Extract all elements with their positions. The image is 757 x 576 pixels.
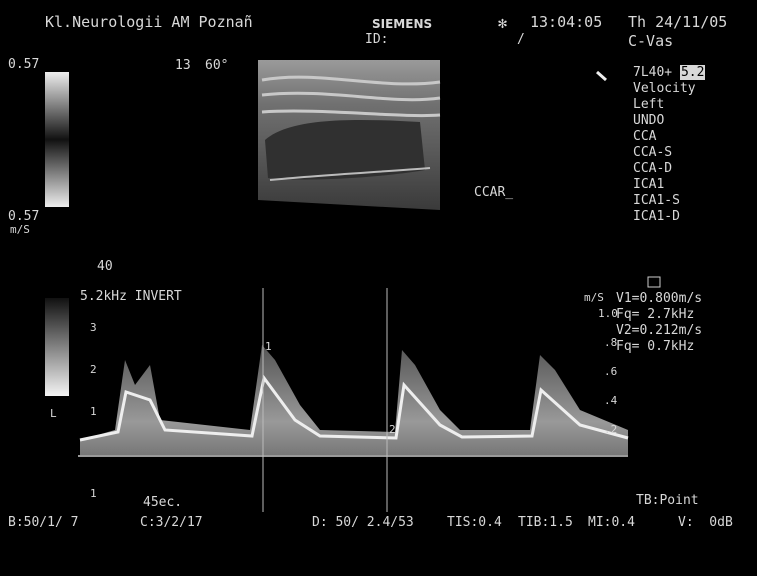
- right-scale-label: .2: [604, 424, 617, 436]
- left-scale-label: L: [50, 408, 57, 420]
- frequency: 5.2: [680, 65, 705, 80]
- sweep: 45ec.: [143, 496, 182, 510]
- depth: 13: [175, 59, 191, 73]
- time: 13:04:05: [530, 15, 602, 29]
- color-bar: [45, 72, 69, 207]
- doppler-spectrum: [80, 345, 628, 455]
- menu-item: ICA1-D: [633, 210, 680, 224]
- gate: 40: [97, 260, 113, 274]
- cursor-label: 1: [265, 341, 272, 353]
- scale-unit: m/S: [10, 224, 30, 236]
- ultrasound-screen: Kl.Neurologii AM Poznañ SIEMENS ID: / ✻ …: [0, 0, 757, 576]
- institution: Kl.Neurologii AM Poznañ: [45, 15, 253, 29]
- measurement: V2=0.212m/s: [616, 324, 702, 338]
- right-unit: m/S: [584, 292, 604, 304]
- date: Th 24/11/05: [628, 15, 727, 29]
- measurement: Fq= 0.7kHz: [616, 340, 694, 354]
- menu-item: UNDO: [633, 114, 664, 128]
- footer-c: C:3/2/17: [140, 516, 203, 530]
- footer-tib: TIB:1.5: [518, 516, 573, 530]
- annotation: CCAR_: [474, 186, 513, 200]
- id-slash: /: [517, 33, 525, 47]
- right-scale-label: .6: [604, 366, 617, 378]
- menu-item: ICA1-S: [633, 194, 680, 208]
- left-scale-label: 1: [90, 488, 97, 500]
- menu-item: CCA-D: [633, 162, 672, 176]
- menu-item: Left: [633, 98, 664, 112]
- cursor-label: 2: [389, 424, 396, 436]
- id-label: ID:: [365, 33, 388, 47]
- right-scale-label: 1.0: [598, 308, 618, 320]
- orientation-marker: [597, 72, 606, 80]
- doppler-mode: TB:Point: [636, 494, 699, 508]
- preset: C-Vas: [628, 34, 673, 48]
- measurement: V1=0.800m/s: [616, 292, 702, 306]
- right-scale-label: .4: [604, 395, 617, 407]
- caliper-icon: [648, 277, 660, 287]
- scale-top: 0.57: [8, 58, 39, 72]
- menu-item: ICA1: [633, 178, 664, 192]
- transducer-label: 7L40+: [633, 65, 672, 80]
- footer-tis: TIS:0.4: [447, 516, 502, 530]
- gray-bar: [45, 298, 69, 396]
- footer-d: D: 50/ 2.4/53: [312, 516, 414, 530]
- footer-v: V: 0dB: [678, 516, 733, 530]
- footer-mi: MI:0.4: [588, 516, 635, 530]
- menu-item: CCA: [633, 130, 656, 144]
- left-scale-label: 3: [90, 322, 97, 334]
- menu-item: Velocity: [633, 82, 696, 96]
- left-scale-label: 1: [90, 406, 97, 418]
- left-scale-label: 2: [90, 364, 97, 376]
- brand: SIEMENS: [372, 17, 432, 31]
- scale-bottom: 0.57: [8, 210, 39, 224]
- menu-item: CCA-S: [633, 146, 672, 160]
- snowflake: ✻: [498, 16, 507, 30]
- footer-b: B:50/1/ 7: [8, 516, 78, 530]
- transducer: 7L40+ 5.2: [633, 66, 705, 80]
- angle: 60°: [205, 59, 228, 73]
- measurement: Fq= 2.7kHz: [616, 308, 694, 322]
- prf: 5.2kHz INVERT: [80, 290, 182, 304]
